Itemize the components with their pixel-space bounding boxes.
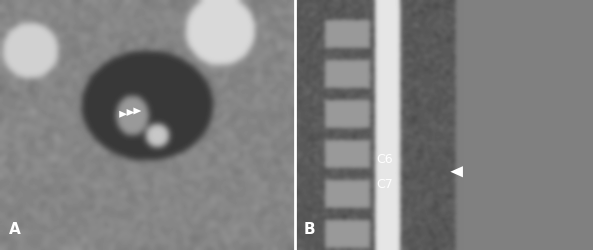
Text: A: A [9, 222, 21, 238]
Text: B: B [304, 222, 315, 238]
Polygon shape [133, 108, 141, 114]
Polygon shape [126, 109, 135, 116]
Polygon shape [119, 111, 127, 118]
Text: C6: C6 [376, 153, 393, 166]
Polygon shape [450, 166, 463, 177]
Text: C7: C7 [376, 178, 393, 191]
